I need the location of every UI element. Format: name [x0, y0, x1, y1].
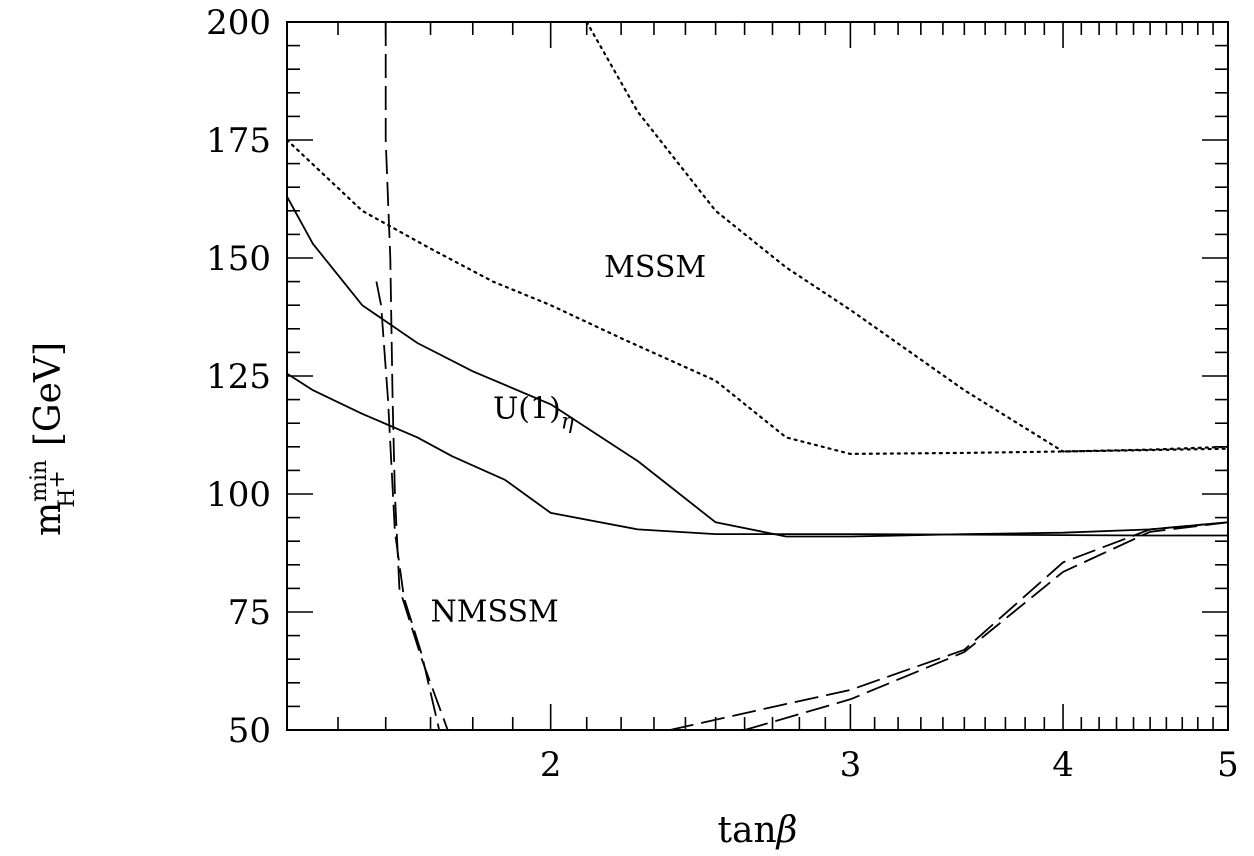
x-axis-title-base: tan [718, 810, 777, 851]
y-axis-title-superscript: min [27, 460, 52, 502]
plot-frame [286, 21, 1229, 731]
x-axis-title: tanβ [718, 810, 798, 851]
annotation-label: NMSSM [431, 594, 559, 629]
series-line-dotted [585, 22, 1228, 453]
y-tick-label: 75 [228, 593, 271, 633]
series-line-dashed [744, 521, 1228, 730]
x-tick-label: 3 [840, 745, 862, 785]
axis-ticks [286, 21, 1229, 731]
y-tick-label: 50 [228, 711, 271, 751]
y-tick-label: 175 [206, 121, 271, 161]
y-axis-title-subscript-sup: + [45, 470, 70, 488]
x-tick-label: 2 [540, 745, 562, 785]
y-tick-label: 150 [206, 239, 271, 279]
series-line-dashed [669, 521, 1228, 730]
y-tick-label: 100 [206, 475, 271, 515]
x-tick-labels: 2 3 4 5 [540, 745, 1239, 785]
series-line-solid [287, 196, 1228, 538]
y-tick-labels: 50 75 100 125 150 175 200 [206, 3, 271, 751]
y-axis-title-subscript: H [55, 489, 80, 508]
series-line-solid [287, 372, 1228, 537]
x-tick-label: 5 [1217, 745, 1239, 785]
y-axis-title-base: m [28, 502, 69, 536]
x-tick-label: 4 [1052, 745, 1074, 785]
annotation-label: MSSM [604, 250, 706, 285]
series-line-dotted [287, 138, 1228, 455]
annotation-label: U(1)η [493, 391, 574, 434]
y-tick-label: 125 [206, 357, 271, 397]
series-line-dashed [384, 22, 449, 730]
y-axis-title: mmin H+ [GeV] [27, 342, 80, 536]
annotations: MSSM U(1)η NMSSM [431, 250, 707, 630]
y-axis-title-unit: [GeV] [28, 342, 69, 446]
x-axis-title-symbol: β [775, 810, 798, 851]
series-layer [287, 22, 1228, 730]
y-tick-label: 200 [206, 3, 271, 43]
